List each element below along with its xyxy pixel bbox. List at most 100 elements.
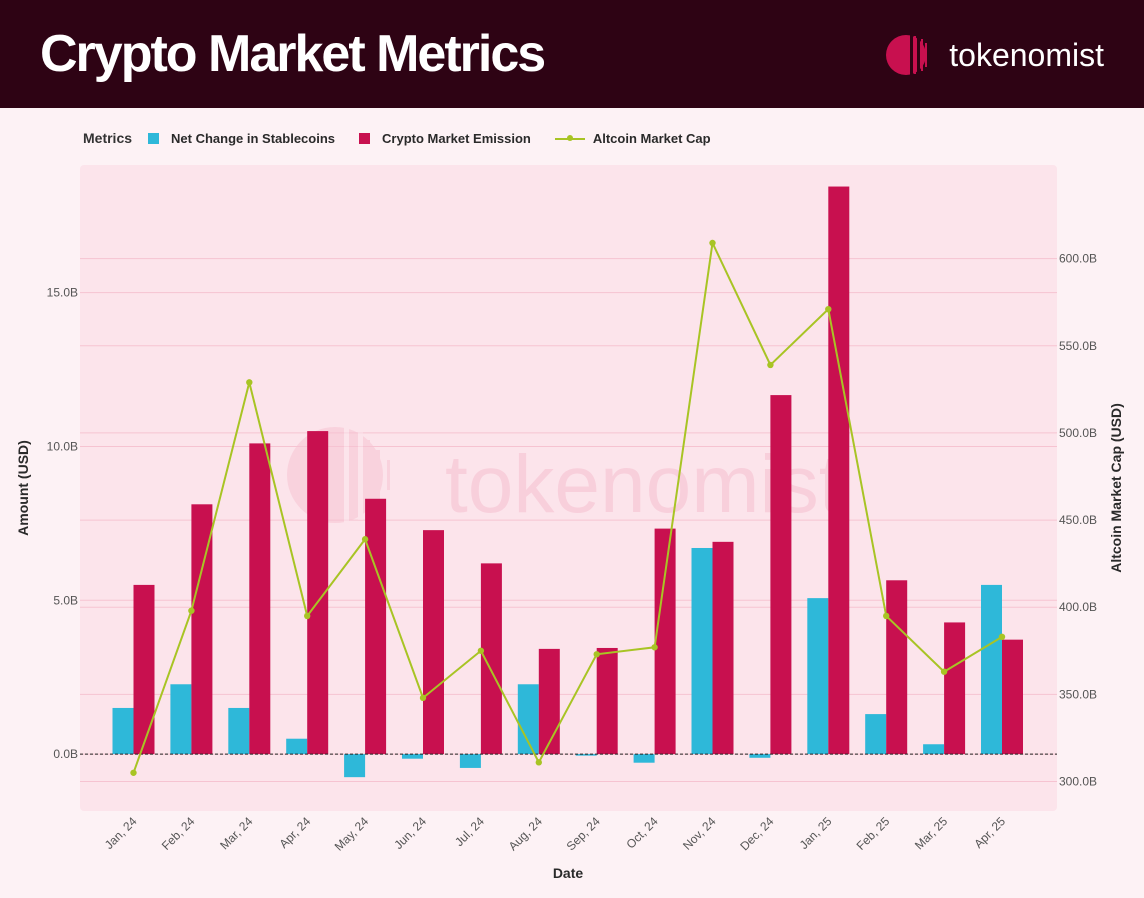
- x-tick-label: Aug, 24: [506, 814, 545, 853]
- y-tick-label: 10.0B: [47, 439, 78, 453]
- bar-emission[interactable]: [249, 443, 271, 755]
- x-tick-label: Mar, 24: [217, 814, 255, 852]
- brand-name: tokenomist: [949, 36, 1104, 73]
- altcoin-point[interactable]: [593, 651, 600, 658]
- altcoin-point[interactable]: [535, 759, 542, 766]
- bar-stablecoins[interactable]: [749, 754, 771, 758]
- bar-stablecoins[interactable]: [923, 744, 945, 755]
- bars-group: [112, 186, 1023, 778]
- x-tick-label: Oct, 24: [623, 814, 660, 851]
- bar-emission[interactable]: [654, 528, 676, 755]
- tokenomist-logo-icon: [886, 33, 928, 77]
- altcoin-point[interactable]: [188, 607, 195, 614]
- legend-swatch-stablecoins: [148, 132, 160, 144]
- bar-stablecoins[interactable]: [981, 584, 1002, 755]
- y-axis-title: Amount (USD): [15, 440, 31, 536]
- header-bar: Crypto Market Metrics tokenomist: [0, 0, 1144, 108]
- y2-axis-ticks: 300.0B 350.0B 400.0B 450.0B 500.0B 550.0B 600.…: [1059, 252, 1097, 789]
- y-tick-label: 5.0B: [53, 593, 78, 607]
- x-tick-label: Jan, 25: [797, 814, 835, 852]
- bar-stablecoins[interactable]: [633, 754, 655, 763]
- altcoin-point[interactable]: [477, 647, 485, 654]
- x-tick-label: Apr, 24: [277, 814, 314, 851]
- x-tick-label: Sep, 24: [564, 814, 603, 853]
- altcoin-point[interactable]: [883, 612, 890, 620]
- altcoin-point[interactable]: [767, 361, 774, 369]
- bar-stablecoins[interactable]: [865, 714, 887, 755]
- x-tick-label: Jun, 24: [391, 814, 429, 852]
- bar-emission[interactable]: [191, 504, 213, 755]
- x-tick-label: Nov, 24: [680, 814, 719, 853]
- bar-stablecoins[interactable]: [402, 754, 423, 759]
- bar-emission[interactable]: [423, 530, 444, 755]
- legend-label-stablecoins: Net Change in Stablecoins: [171, 130, 336, 146]
- bar-stablecoins[interactable]: [286, 738, 308, 755]
- bar-stablecoins[interactable]: [807, 598, 829, 755]
- bar-stablecoins[interactable]: [517, 684, 539, 755]
- altcoin-point[interactable]: [940, 668, 948, 675]
- altcoin-point[interactable]: [998, 633, 1006, 641]
- y2-tick-label: 600.0B: [1059, 252, 1097, 266]
- altcoin-point[interactable]: [419, 694, 427, 702]
- x-tick-label: Feb, 24: [159, 814, 198, 853]
- altcoin-point[interactable]: [651, 644, 658, 651]
- bar-emission[interactable]: [538, 648, 560, 755]
- altcoin-point[interactable]: [361, 536, 369, 543]
- altcoin-point[interactable]: [130, 769, 137, 776]
- bar-stablecoins[interactable]: [228, 707, 250, 755]
- bar-stablecoins[interactable]: [575, 754, 597, 756]
- x-tick-label: Jan, 24: [102, 814, 140, 852]
- x-tick-label: Jul, 24: [452, 814, 487, 849]
- bar-emission[interactable]: [828, 186, 850, 755]
- y-tick-label: 15.0B: [47, 286, 78, 300]
- bar-emission[interactable]: [770, 395, 792, 755]
- altcoin-point[interactable]: [246, 379, 253, 386]
- y2-axis-title: Altcoin Market Cap (USD): [1108, 403, 1124, 573]
- bar-emission[interactable]: [480, 563, 502, 755]
- page-title: Crypto Market Metrics: [40, 25, 546, 83]
- legend-item-emission[interactable]: Crypto Market Emission: [359, 131, 531, 146]
- x-tick-label: Feb, 25: [854, 814, 893, 853]
- chart-legend: Metrics Net Change in Stablecoins Crypto…: [83, 128, 735, 148]
- bar-emission[interactable]: [307, 431, 329, 755]
- bar-stablecoins[interactable]: [691, 547, 713, 755]
- legend-swatch-emission: [359, 132, 371, 144]
- legend-title: Metrics: [83, 130, 133, 146]
- altcoin-line: [132, 239, 1003, 774]
- y2-tick-label: 450.0B: [1059, 513, 1097, 527]
- bar-stablecoins[interactable]: [459, 754, 481, 768]
- altcoin-point[interactable]: [709, 239, 716, 247]
- x-axis-ticks: Jan, 24 Feb, 24 Mar, 24 Apr, 24 May, 24 Jun, …: [102, 814, 1008, 854]
- x-tick-label: Dec, 24: [737, 814, 776, 853]
- x-tick-label: May, 24: [332, 814, 372, 854]
- y-tick-label: 0.0B: [53, 747, 78, 761]
- y-axis-ticks: 0.0B 5.0B 10.0B 15.0B: [47, 286, 78, 761]
- brand-logo: tokenomist: [885, 30, 1104, 80]
- altcoin-point[interactable]: [304, 612, 311, 620]
- altcoin-point[interactable]: [825, 305, 832, 313]
- y2-tick-label: 350.0B: [1059, 687, 1097, 701]
- x-tick-label: Mar, 25: [912, 814, 950, 852]
- y2-tick-label: 550.0B: [1059, 339, 1097, 353]
- legend-item-altcoin[interactable]: Altcoin Market Cap: [554, 130, 711, 146]
- bar-emission[interactable]: [944, 622, 966, 755]
- bar-stablecoins[interactable]: [170, 684, 192, 755]
- bar-stablecoins[interactable]: [344, 754, 366, 778]
- bar-stablecoins[interactable]: [112, 707, 134, 755]
- bar-emission[interactable]: [596, 647, 618, 755]
- legend-label-altcoin: Altcoin Market Cap: [592, 130, 711, 146]
- x-axis-title: Date: [553, 865, 584, 881]
- bar-emission[interactable]: [886, 580, 908, 755]
- y2-tick-label: 500.0B: [1059, 426, 1097, 440]
- x-tick-label: Apr, 25: [971, 814, 1008, 851]
- bar-emission[interactable]: [365, 498, 387, 755]
- bar-emission[interactable]: [133, 584, 155, 755]
- y2-tick-label: 400.0B: [1059, 600, 1097, 614]
- legend-label-emission: Crypto Market Emission: [382, 130, 531, 146]
- y2-tick-label: 300.0B: [1059, 775, 1097, 789]
- legend-item-stablecoins[interactable]: Net Change in Stablecoins: [148, 131, 335, 146]
- bar-emission[interactable]: [712, 541, 734, 755]
- altcoin-line-group: [130, 239, 1006, 776]
- bar-emission[interactable]: [1002, 639, 1023, 755]
